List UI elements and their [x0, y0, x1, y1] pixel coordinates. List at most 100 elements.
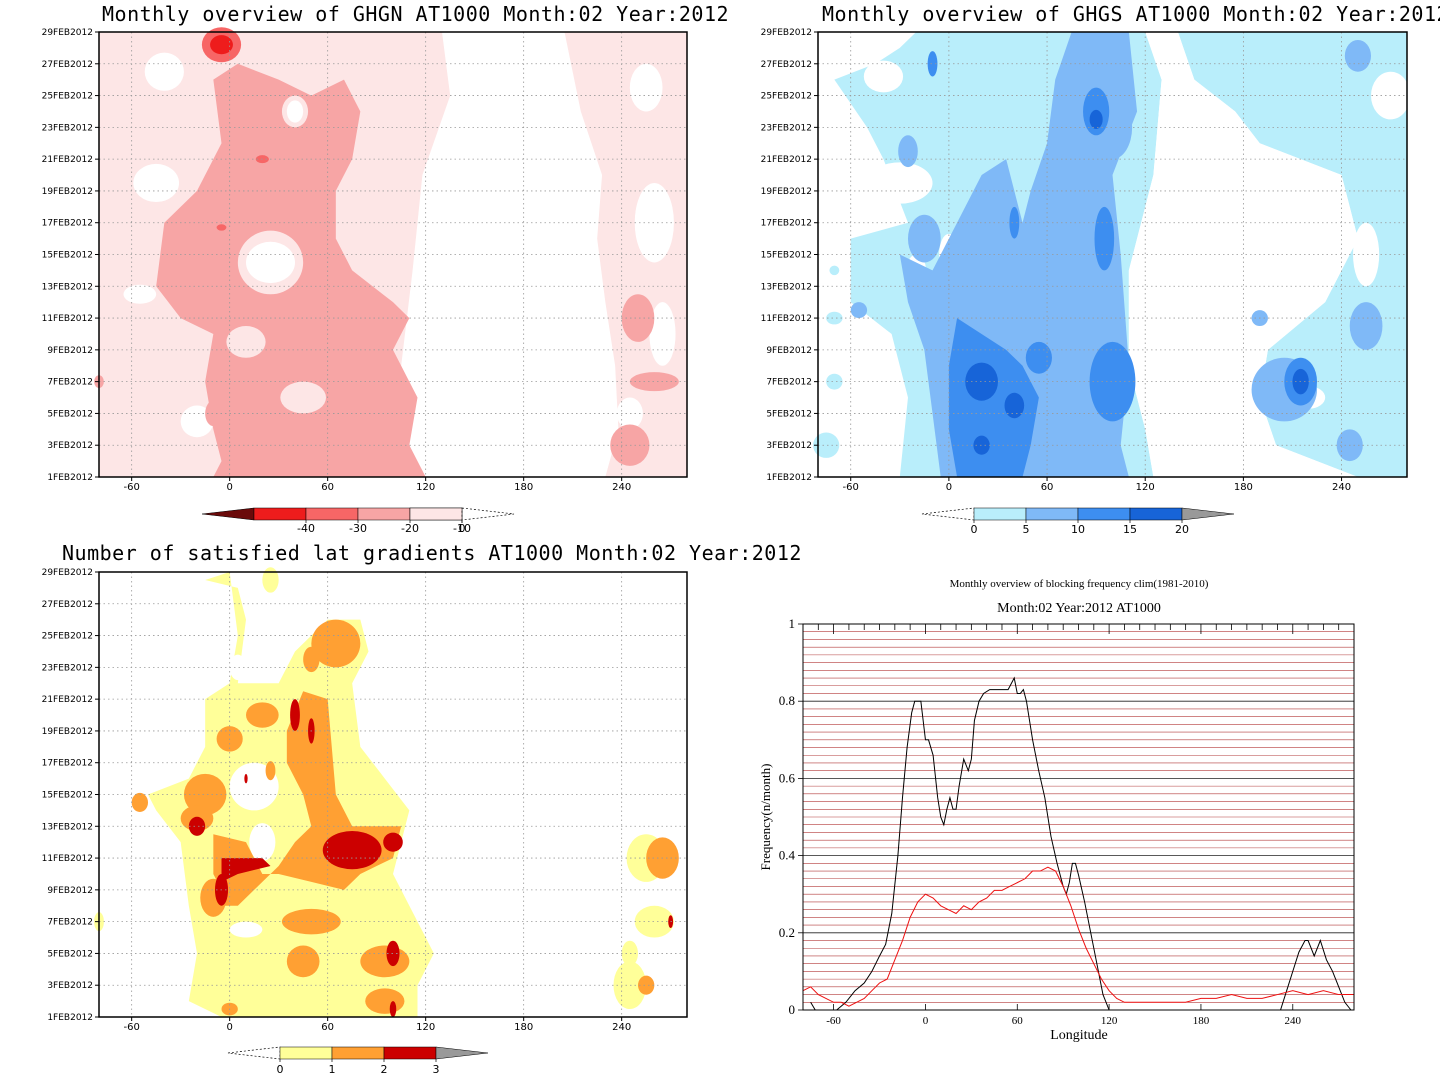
white-region: [629, 63, 663, 112]
x-tick-label: 60: [1012, 1015, 1024, 1027]
x-tick-label: 180: [514, 1022, 533, 1033]
y-tick-label: 3FEB2012: [47, 441, 93, 451]
x-axis-label: Longitude: [1050, 1028, 1108, 1043]
gh-region: [1089, 341, 1136, 422]
y-tick-label: 1FEB2012: [766, 473, 812, 483]
count-region: [303, 646, 320, 673]
y-tick-label: 7FEB2012: [47, 378, 93, 388]
x-tick-label: 0: [923, 1015, 929, 1027]
y-tick-label: 11FEB2012: [42, 854, 93, 864]
colorbar-label: 0: [971, 523, 978, 536]
x-tick-label: 120: [1101, 1015, 1118, 1027]
y-tick-label: 21FEB2012: [42, 695, 93, 705]
colorbar-extension: 0: [409, 507, 515, 535]
gh-region: [907, 214, 941, 263]
anomaly-hole: [280, 381, 327, 414]
y-tick-label: 11FEB2012: [761, 314, 812, 324]
count-region-strong: [383, 832, 403, 852]
y-tick-label: 7FEB2012: [47, 918, 93, 928]
colorbar-label: 1: [329, 1063, 336, 1076]
x-tick-label: -60: [843, 482, 859, 493]
plot-frame: [817, 31, 1408, 478]
colorbar: [921, 507, 1235, 521]
gh-region: [948, 318, 1039, 477]
panel-ghgn: Monthly overview of GHGN AT1000 Month:02…: [0, 0, 729, 540]
y-tick-label: 0.4: [779, 848, 796, 863]
y-tick-label: 0.2: [779, 925, 795, 940]
count-region-strong: [221, 858, 271, 882]
y-tick-label: 3FEB2012: [47, 981, 93, 991]
white-region: [286, 100, 304, 123]
x-tick-label: 180: [1234, 482, 1253, 493]
y-tick-label: 17FEB2012: [42, 219, 93, 229]
gh-region-strong: [973, 435, 990, 455]
gh-region: [850, 302, 868, 319]
gh-region-strong: [1089, 109, 1103, 129]
white-region: [1353, 222, 1380, 287]
gh-region: [1025, 341, 1052, 374]
count-region-strong: [244, 773, 248, 784]
colorbar-label: -20: [401, 522, 419, 535]
colorbar-label: 5: [1023, 523, 1030, 536]
count-region-strong: [290, 699, 300, 731]
y-tick-label: 11FEB2012: [42, 314, 93, 324]
x-tick-label: 180: [514, 482, 533, 493]
count-region: [265, 761, 276, 781]
chart-subtitle: Month:02 Year:2012 AT1000: [997, 601, 1161, 616]
anomaly-region: [205, 400, 222, 427]
chart-title: Monthly overview of blocking frequency c…: [950, 578, 1209, 590]
colorbar-label: 10: [1071, 523, 1085, 536]
gh-region: [826, 311, 843, 325]
y-tick-label: 25FEB2012: [42, 632, 93, 642]
colorbar-label: -40: [297, 522, 315, 535]
y-tick-label: 3FEB2012: [766, 441, 812, 451]
gh-region: [826, 373, 843, 390]
x-tick-label: 0: [226, 482, 232, 493]
y-tick-label: 9FEB2012: [766, 346, 812, 356]
y-tick-label: 21FEB2012: [42, 155, 93, 165]
y-tick-label: 17FEB2012: [42, 759, 93, 769]
y-tick-label: 1FEB2012: [47, 1013, 93, 1023]
plot-frame: [98, 31, 688, 478]
y-tick-label: 13FEB2012: [42, 822, 93, 832]
chart-title: Monthly overview of GHGN AT1000 Month:02…: [102, 2, 730, 26]
gh-region: [1009, 206, 1020, 239]
y-tick-label: 23FEB2012: [42, 123, 93, 133]
white-region: [863, 60, 904, 93]
gh-region: [927, 51, 938, 77]
white-region: [1128, 32, 1358, 477]
anomaly-core-strong: [210, 35, 233, 55]
ghgs-plot: 1FEB2012 3FEB2012 5FEB2012 7FEB2012 9FEB2012…: [761, 28, 1411, 536]
chart-title: Number of satisfied lat gradients AT1000…: [62, 541, 802, 565]
x-tick-label: 180: [1193, 1015, 1210, 1027]
x-tick-label: 240: [1285, 1015, 1302, 1027]
y-tick-label: 0: [789, 1002, 796, 1017]
colorbar: [227, 1046, 489, 1060]
gh-region: [1094, 206, 1115, 271]
series-line: [1280, 939, 1352, 1011]
colorbar-label: 0: [277, 1063, 284, 1076]
colorbar-swatch: [409, 507, 463, 521]
y-tick-label: 19FEB2012: [42, 727, 93, 737]
plot-frame: [98, 571, 688, 1018]
y-tick-label: 23FEB2012: [761, 123, 812, 133]
y-tick-label: 27FEB2012: [42, 600, 93, 610]
anomaly-region: [629, 372, 679, 392]
x-tick-label: 240: [612, 482, 631, 493]
ghgn-plot: 1FEB2012 3FEB2012 5FEB2012 7FEB2012 9FEB2012…: [42, 27, 688, 535]
x-tick-label: 60: [321, 482, 334, 493]
y-tick-label: 25FEB2012: [761, 92, 812, 102]
y-tick-label: 9FEB2012: [47, 346, 93, 356]
y-tick-label: 27FEB2012: [761, 60, 812, 70]
colorbar-label: 2: [381, 1063, 388, 1076]
gh-region: [829, 265, 840, 276]
series-line: [802, 866, 1354, 1007]
x-tick-label: 60: [1041, 482, 1054, 493]
y-tick-label: 27FEB2012: [42, 60, 93, 70]
y-tick-label: 0.6: [779, 770, 796, 785]
colorbar-arrow-right: [1181, 507, 1235, 521]
y-tick-label: 29FEB2012: [42, 568, 93, 578]
count-region: [131, 792, 148, 812]
count-region-strong: [389, 1001, 397, 1018]
